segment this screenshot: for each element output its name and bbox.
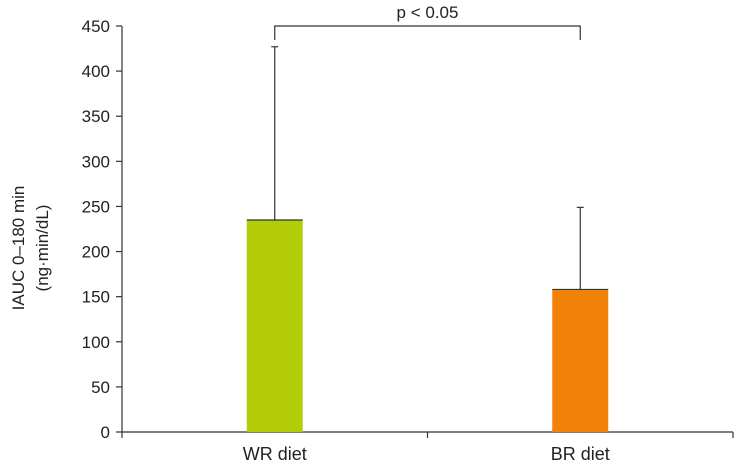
x-tick-label: WR diet <box>243 444 307 464</box>
significance-bracket-line <box>274 25 581 40</box>
significance-bracket: p < 0.05 <box>274 3 581 40</box>
y-axis-title-line1: IAUC 0–180 min <box>9 186 28 311</box>
bar-wr-diet <box>246 219 303 432</box>
x-axis <box>121 431 734 438</box>
y-axis-title-line2: (ng·min/dL) <box>33 205 52 292</box>
y-tick-label: 300 <box>82 152 110 171</box>
y-tick-label: 400 <box>82 62 110 81</box>
y-tick-label: 200 <box>82 243 110 262</box>
y-axis: 0 50 100 150 200 250 300 350 400 450 <box>82 17 123 442</box>
y-axis-title: IAUC 0–180 min (ng·min/dL) <box>9 186 52 311</box>
y-tick-label: 100 <box>82 333 110 352</box>
y-tick-label: 150 <box>82 288 110 307</box>
y-tick-label: 50 <box>91 378 110 397</box>
bars <box>246 219 609 432</box>
significance-label: p < 0.05 <box>397 3 459 22</box>
y-tick-label: 0 <box>101 423 110 442</box>
error-bars <box>271 46 584 290</box>
y-tick-label: 450 <box>82 17 110 36</box>
bar-br-diet <box>552 289 609 432</box>
x-tick-label: BR diet <box>551 444 610 464</box>
y-tick-label: 350 <box>82 107 110 126</box>
y-tick-label: 250 <box>82 197 110 216</box>
category-labels: WR diet BR diet <box>243 444 610 464</box>
